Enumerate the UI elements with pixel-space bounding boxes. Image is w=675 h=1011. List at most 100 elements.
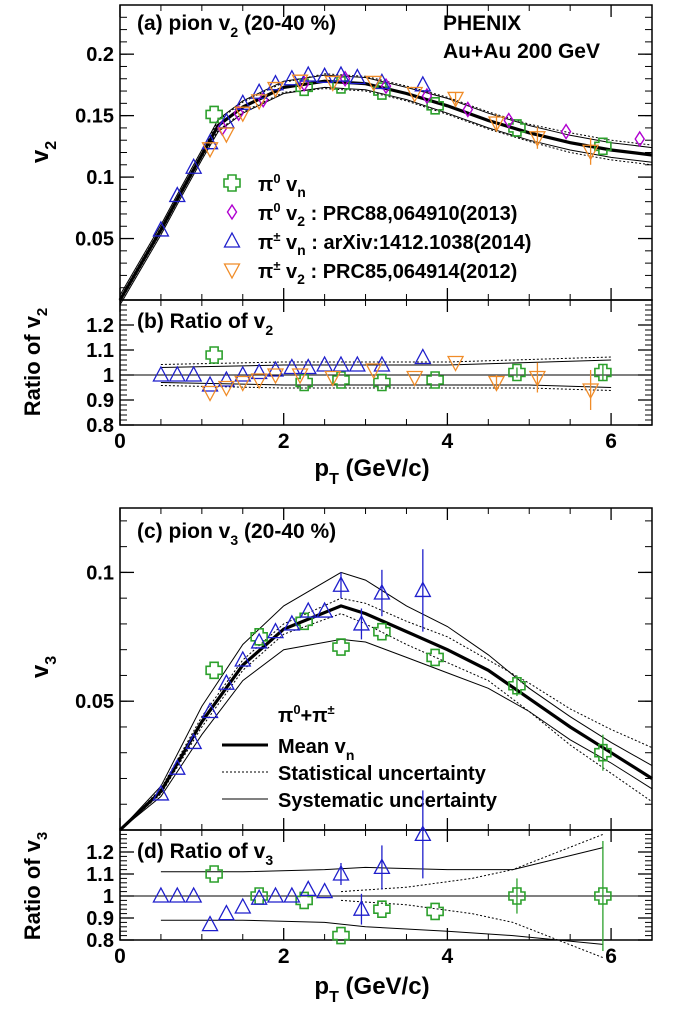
legend-header: π0+π± bbox=[278, 702, 335, 727]
data-point-pipm_vn bbox=[348, 68, 366, 85]
data-point-pi0_vn bbox=[426, 648, 444, 667]
panel-c-title: (c) pion v3 (20-40 %) bbox=[137, 520, 336, 548]
data-point-pi0_vn bbox=[594, 743, 612, 762]
data-point-pipm_vn bbox=[414, 825, 432, 842]
data-point-pipm_v2 bbox=[217, 127, 235, 144]
data-point-pipm_vn bbox=[316, 601, 334, 618]
legend-marker-pi0_v2 bbox=[226, 203, 238, 221]
system-label: Au+Au 200 GeV bbox=[443, 40, 600, 63]
data-point-pipm_vn bbox=[299, 601, 317, 618]
y-tick-label: 1.2 bbox=[86, 315, 114, 337]
data-point-pipm_vn bbox=[152, 886, 170, 903]
data-point-pipm_vn bbox=[332, 355, 350, 372]
legend-label-pipm_vn: π± vn : arXiv:1412.1038(2014) bbox=[258, 229, 531, 258]
legend-marker-pi0_vn bbox=[223, 174, 241, 192]
data-point-pi0_v2 bbox=[634, 130, 646, 148]
band-upper bbox=[160, 359, 612, 368]
y-tick-label: 0.8 bbox=[86, 415, 114, 437]
data-point-pi0_vn bbox=[373, 900, 391, 918]
legend-marker-pipm_vn bbox=[223, 231, 241, 248]
data-point-pipm_v2 bbox=[487, 116, 506, 133]
data-point-pi0_vn bbox=[508, 363, 526, 382]
sys-lower bbox=[160, 919, 603, 945]
y-tick-label: 1.1 bbox=[86, 864, 114, 886]
panel-a-title: (a) pion v2 (20-40 %) bbox=[137, 12, 336, 40]
panel-d-curves bbox=[120, 833, 652, 959]
panel-a: 0.05 0.1 0.15 0.2 (a) pion v2 (20-40 %) PHE… bbox=[27, 4, 653, 306]
data-point-pi0_vn bbox=[250, 628, 268, 646]
stat-band-upper bbox=[160, 356, 612, 365]
data-point-pi0_vn bbox=[426, 371, 444, 389]
data-point-pipm_v2 bbox=[234, 106, 252, 123]
data-point-pipm_vn bbox=[152, 784, 170, 801]
data-point-pipm_vn bbox=[332, 575, 350, 592]
data-point-pipm_vn bbox=[283, 69, 301, 86]
data-point-pipm_v2 bbox=[201, 385, 219, 402]
data-point-pipm_v2 bbox=[365, 363, 383, 380]
data-point-pipm_v2 bbox=[365, 75, 383, 92]
data-point-pi0_vn bbox=[205, 105, 223, 124]
data-point-pipm_vn bbox=[414, 75, 432, 92]
stat-band-lower bbox=[160, 385, 612, 391]
y-tick-label: 0.8 bbox=[86, 930, 114, 952]
data-point-pi0_vn bbox=[594, 363, 612, 382]
panel-d-title: (d) Ratio of v3 bbox=[137, 840, 273, 868]
panel-a-ticks: 0.05 0.1 0.15 0.2 bbox=[75, 5, 652, 300]
data-point-pipm_v2 bbox=[250, 373, 268, 390]
data-point-pipm_vn bbox=[234, 365, 252, 382]
data-point-pipm_vn bbox=[185, 365, 203, 382]
panel-b-ylabel: Ratio of v2 bbox=[20, 308, 51, 417]
data-point-pi0_vn bbox=[508, 887, 526, 905]
panel-c-ylabel: v3 bbox=[27, 656, 60, 678]
y-tick-label: 0.9 bbox=[86, 390, 114, 412]
panel-b-markers bbox=[152, 346, 612, 410]
data-point-pipm_vn bbox=[152, 365, 170, 382]
data-point-pipm_v2 bbox=[528, 131, 547, 148]
data-point-pipm_vn bbox=[283, 614, 301, 631]
data-point-pipm_v2 bbox=[234, 375, 252, 392]
legend-mean-label: Mean vn bbox=[278, 736, 354, 763]
data-point-pipm_vn bbox=[250, 888, 268, 905]
mean-curve bbox=[118, 604, 653, 832]
data-point-pipm_v2 bbox=[201, 142, 219, 159]
data-point-pipm_v2 bbox=[582, 144, 600, 161]
data-point-pipm_vn bbox=[266, 622, 285, 639]
data-point-pipm_vn bbox=[348, 355, 366, 372]
legend-stat-label: Statistical uncertainty bbox=[278, 763, 487, 785]
data-point-pi0_v2 bbox=[339, 70, 351, 88]
data-point-pipm_v2 bbox=[291, 74, 309, 91]
panel-b: 0 2 4 6 0.8 0.9 1 1.1 1.2 (b) Ratio of v2 Ratio … bbox=[20, 299, 653, 488]
data-point-pi0_v2 bbox=[462, 101, 474, 118]
x-tick-label: 2 bbox=[278, 945, 290, 968]
data-point-pi0_vn bbox=[332, 638, 350, 656]
data-point-pipm_vn bbox=[373, 583, 391, 600]
data-point-pi0_vn bbox=[373, 82, 391, 100]
data-point-pipm_vn bbox=[201, 702, 219, 719]
data-point-pipm_vn bbox=[316, 355, 334, 372]
data-point-pipm_vn bbox=[299, 65, 317, 82]
data-point-pipm_v2 bbox=[582, 383, 600, 400]
data-point-pi0_vn bbox=[594, 887, 612, 905]
stat-upper bbox=[340, 833, 604, 893]
panel-d: 0 2 4 6 0.80.911.11.2 (d) Ratio of v3 Ratio … bbox=[20, 790, 653, 1006]
data-point-pipm_vn bbox=[299, 358, 317, 375]
data-point-pi0_vn bbox=[508, 119, 526, 137]
x-tick-label: 0 bbox=[114, 945, 126, 968]
x-tick-label: 2 bbox=[278, 430, 290, 453]
panel-c: 0.05 0.1 (c) pion v3 (20-40 %) v3 π0+π± M… bbox=[27, 507, 653, 832]
data-point-pi0_vn bbox=[426, 902, 444, 921]
x-tick-label: 6 bbox=[605, 430, 617, 453]
data-point-pipm_vn bbox=[168, 758, 186, 775]
panel-c-legend: π0+π± Mean vn Statistical uncertainty Sy… bbox=[222, 702, 498, 812]
legend-sys-label: Systematic uncertainty bbox=[278, 790, 498, 812]
data-point-pipm_vn bbox=[185, 157, 203, 174]
data-point-pipm_vn bbox=[217, 370, 235, 387]
data-point-pipm_v2 bbox=[487, 375, 506, 392]
y-tick-label: 0.9 bbox=[86, 908, 114, 930]
data-point-pipm_vn bbox=[332, 864, 350, 881]
data-point-pi0_v2 bbox=[560, 123, 572, 140]
data-point-pipm_vn bbox=[234, 650, 252, 667]
data-point-pipm_vn bbox=[352, 614, 371, 631]
